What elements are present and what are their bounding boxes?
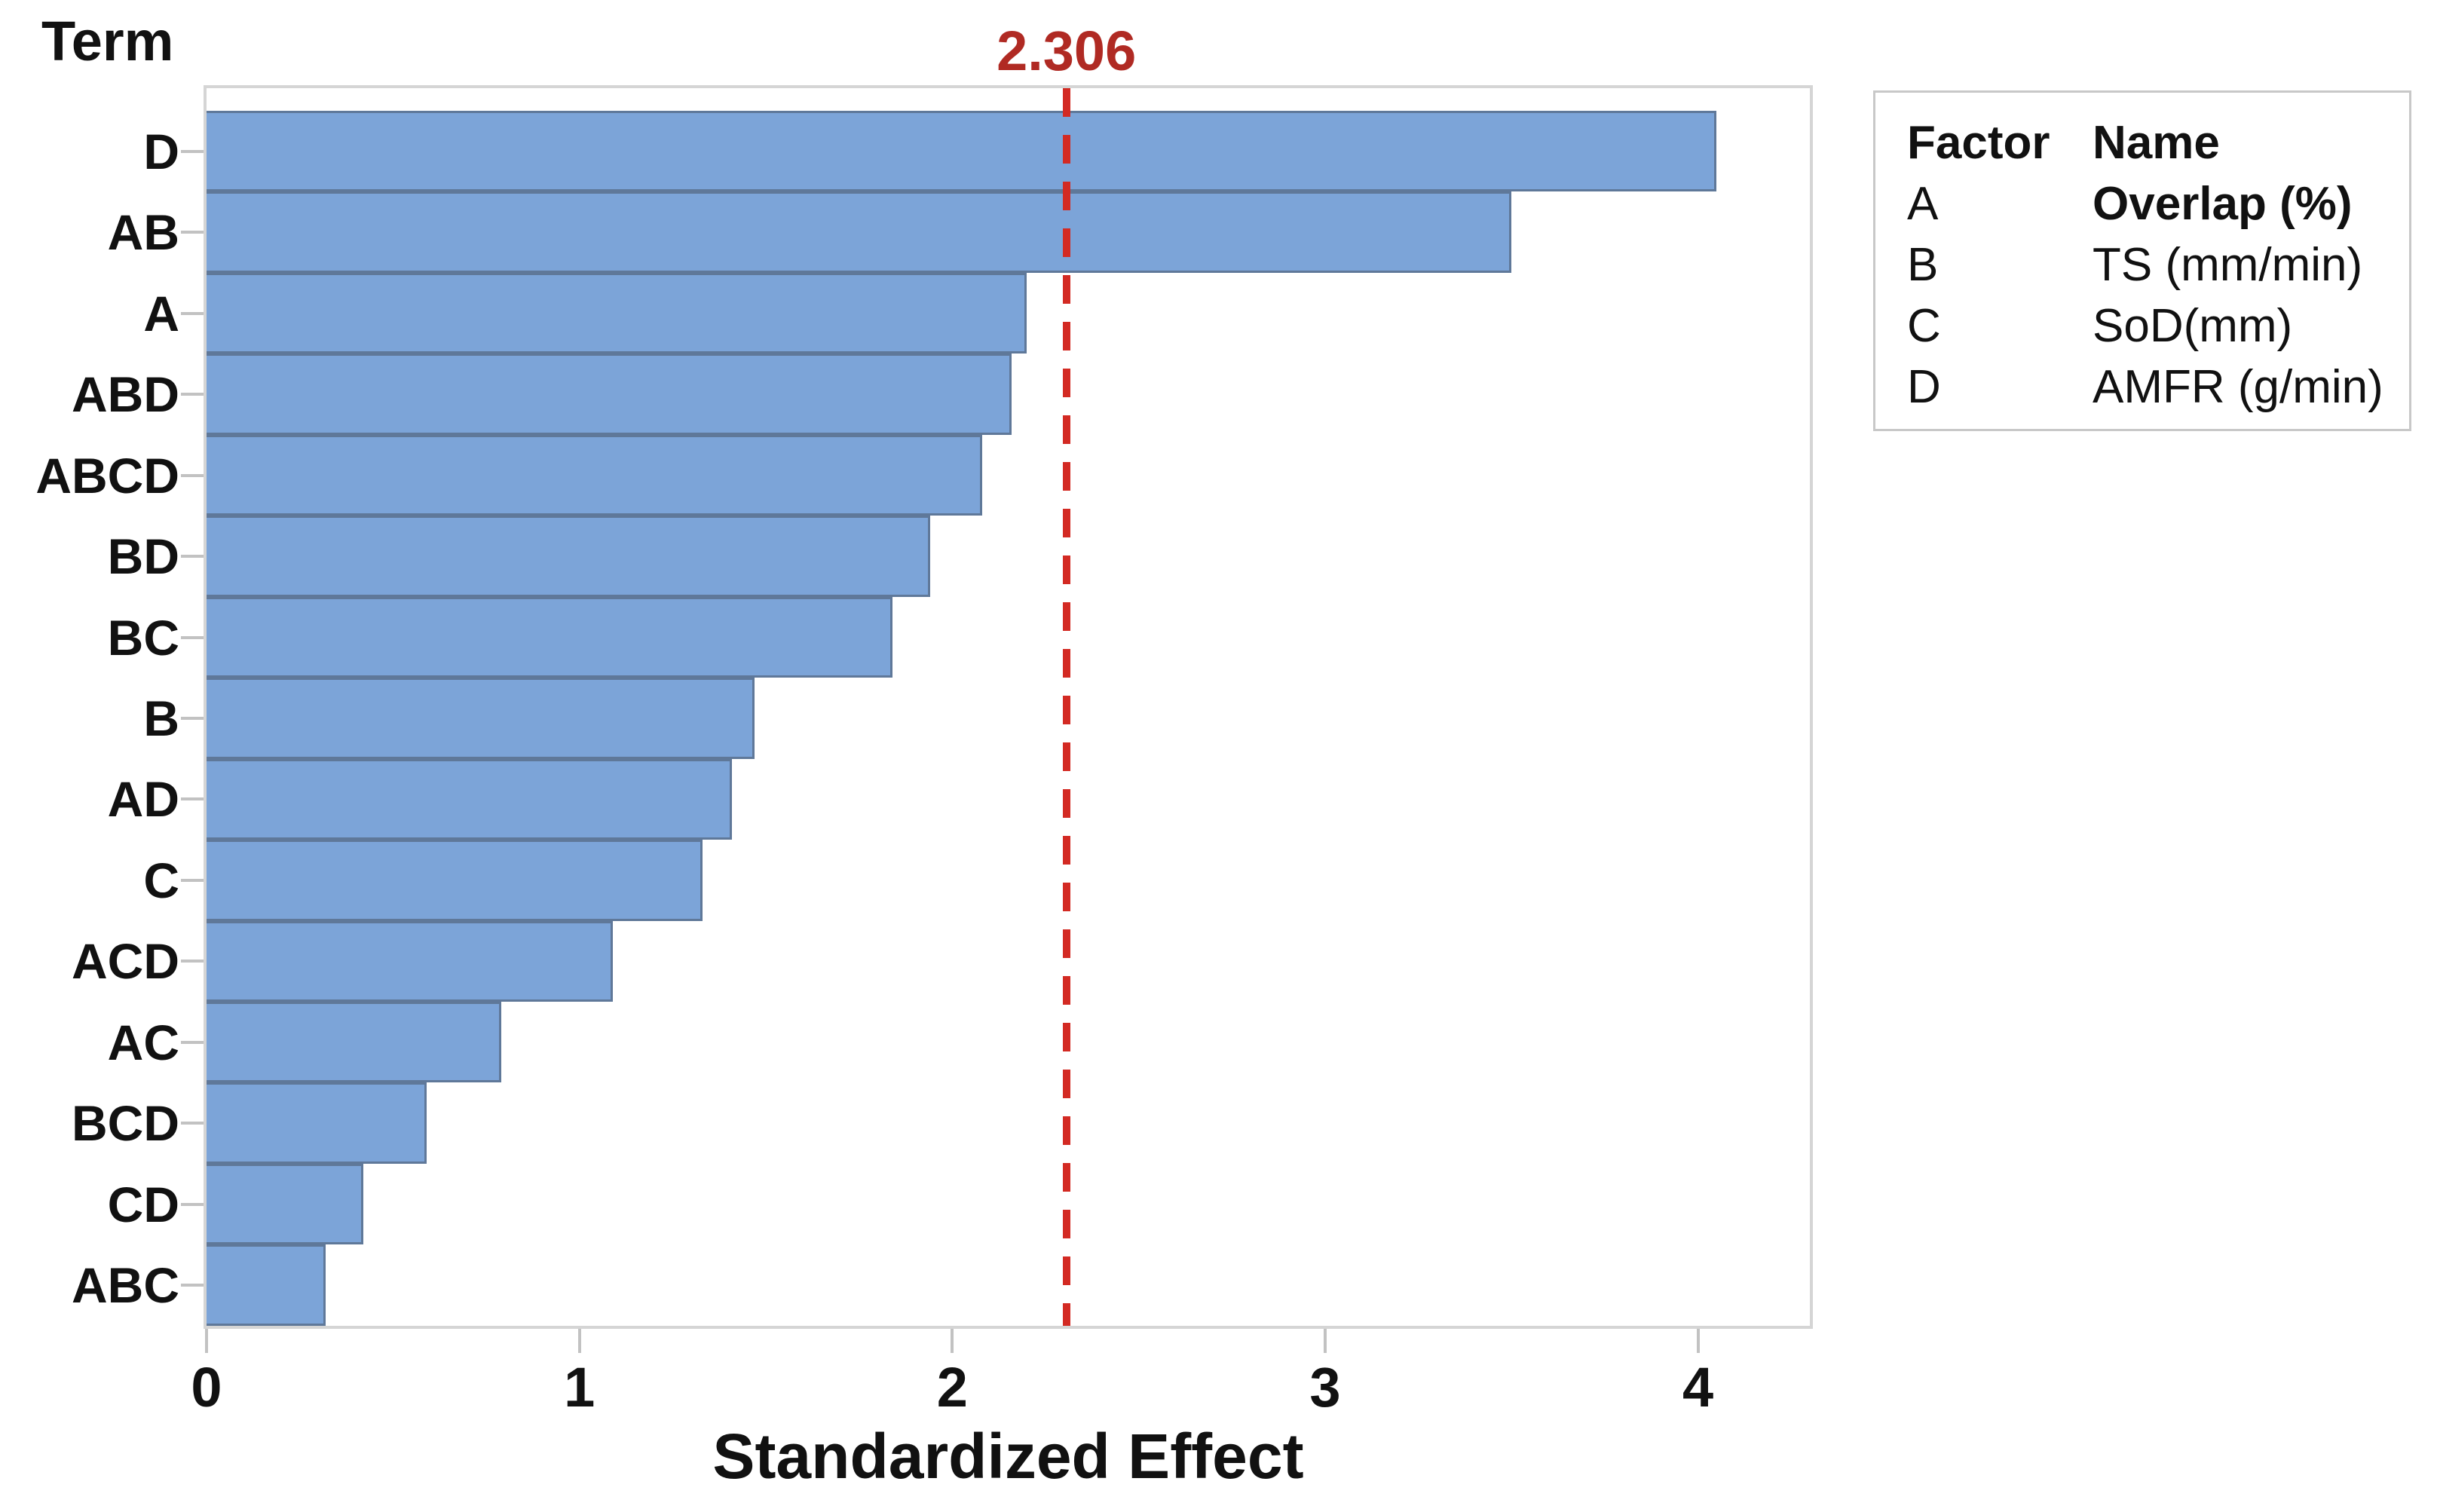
y-tick-a [181, 311, 204, 315]
y-axis-tick-labels: D AB A ABD ABCD BD BC B AD C ACD AC BCD CD ABC [0, 111, 179, 1326]
x-tick-1 [577, 1329, 581, 1353]
y-tick-bc [181, 635, 204, 639]
legend-row-b: B TS (mm/min) [1907, 234, 2394, 295]
y-tick-label-d: D [143, 123, 179, 179]
y-tick-label-b: B [143, 690, 179, 746]
x-tick-label-2: 2 [936, 1356, 968, 1419]
bar-ab [207, 191, 1512, 273]
bar-acd [207, 920, 614, 1002]
bar-d [207, 111, 1717, 192]
bar-band-ac [207, 1001, 1810, 1083]
reference-line-value-label: 2.306 [997, 20, 1137, 82]
legend-factor-letter: D [1907, 361, 1941, 413]
legend-row-c: C SoD(mm) [1907, 295, 2394, 357]
y-tick-label-abc: ABC [72, 1257, 179, 1314]
y-tick-c [181, 878, 204, 882]
y-tick-label-ad: AD [107, 771, 179, 828]
x-axis-ticks [205, 1329, 1810, 1353]
legend-factor-letter: B [1907, 239, 1939, 291]
y-tick-bd [181, 555, 204, 559]
legend-header-factor: Factor [1907, 117, 2050, 169]
y-tick-label-ac: AC [107, 1014, 179, 1070]
y-tick-abc [181, 1284, 204, 1287]
bar-ac [207, 1001, 501, 1083]
bar-bcd [207, 1082, 427, 1164]
y-tick-acd [181, 960, 204, 963]
bar-band-abd [207, 354, 1810, 435]
y-tick-label-abd: ABD [72, 366, 179, 423]
bar-ad [207, 758, 733, 840]
y-tick-label-abcd: ABCD [35, 447, 179, 503]
bar-c [207, 840, 703, 921]
y-tick-abcd [181, 473, 204, 477]
x-axis-title: Standardized Effect [712, 1421, 1304, 1492]
bar-band-a [207, 272, 1810, 354]
reference-line [1062, 88, 1070, 1326]
y-tick-label-bc: BC [107, 609, 179, 666]
legend-row-a: A Overlap (%) [1907, 173, 2394, 234]
legend-factor-name: SoD(mm) [2093, 300, 2293, 352]
bar-band-b [207, 678, 1810, 759]
bar-a [207, 272, 1027, 354]
plot-area: 2.306 [181, 20, 1813, 1353]
x-tick-label-1: 1 [564, 1356, 595, 1419]
bar-bd [207, 516, 930, 597]
x-tick-label-3: 3 [1309, 1356, 1341, 1419]
legend-row-d: D AMFR (g/min) [1907, 357, 2394, 418]
y-tick-cd [181, 1202, 204, 1206]
x-tick-4 [1696, 1329, 1700, 1353]
y-axis-title: Term [41, 10, 174, 72]
y-tick-ad [181, 797, 204, 801]
legend-factor-letter: A [1907, 178, 1939, 230]
bar-band-abc [207, 1244, 1810, 1326]
y-tick-ac [181, 1040, 204, 1044]
y-tick-label-c: C [143, 852, 179, 908]
x-tick-3 [1323, 1329, 1327, 1353]
legend-factor-name: TS (mm/min) [2093, 239, 2363, 291]
bar-bc [207, 596, 893, 678]
x-tick-2 [951, 1329, 954, 1353]
legend-header-row: Factor Name [1907, 112, 2394, 173]
y-tick-d [181, 149, 204, 153]
bar-abcd [207, 434, 982, 516]
bar-band-c [207, 840, 1810, 921]
y-tick-label-bd: BD [107, 528, 179, 585]
y-tick-label-bcd: BCD [72, 1095, 179, 1152]
bar-band-bc [207, 596, 1810, 678]
y-tick-label-cd: CD [107, 1176, 179, 1232]
bar-band-bcd [207, 1082, 1810, 1164]
bar-abd [207, 354, 1012, 435]
x-tick-label-0: 0 [191, 1356, 222, 1419]
bar-band-cd [207, 1163, 1810, 1245]
y-tick-abd [181, 393, 204, 396]
bars-region [207, 111, 1810, 1326]
bar-band-ad [207, 758, 1810, 840]
y-tick-bcd [181, 1122, 204, 1125]
x-tick-label-4: 4 [1682, 1356, 1714, 1419]
x-tick-0 [205, 1329, 208, 1353]
factor-name-legend: Factor Name A Overlap (%) B TS (mm/min) C SoD… [1873, 90, 2411, 431]
bar-band-abcd [207, 434, 1810, 516]
bar-cd [207, 1163, 363, 1245]
bar-abc [207, 1244, 326, 1326]
bar-band-bd [207, 516, 1810, 597]
legend-factor-name: AMFR (g/min) [2093, 361, 2383, 413]
bar-b [207, 678, 755, 759]
bar-band-acd [207, 920, 1810, 1002]
legend-factor-name: Overlap (%) [2093, 178, 2353, 230]
legend-factor-letter: C [1907, 300, 1941, 352]
y-axis-ticks [181, 111, 204, 1326]
y-tick-label-ab: AB [107, 204, 179, 261]
legend-header-name: Name [2093, 117, 2220, 169]
bar-band-d [207, 111, 1810, 192]
y-tick-b [181, 717, 204, 720]
y-tick-label-a: A [143, 285, 179, 341]
y-tick-ab [181, 231, 204, 234]
y-tick-label-acd: ACD [72, 933, 179, 990]
bar-band-ab [207, 191, 1810, 273]
x-axis-tick-labels: 0 1 2 3 4 [191, 1355, 1810, 1423]
